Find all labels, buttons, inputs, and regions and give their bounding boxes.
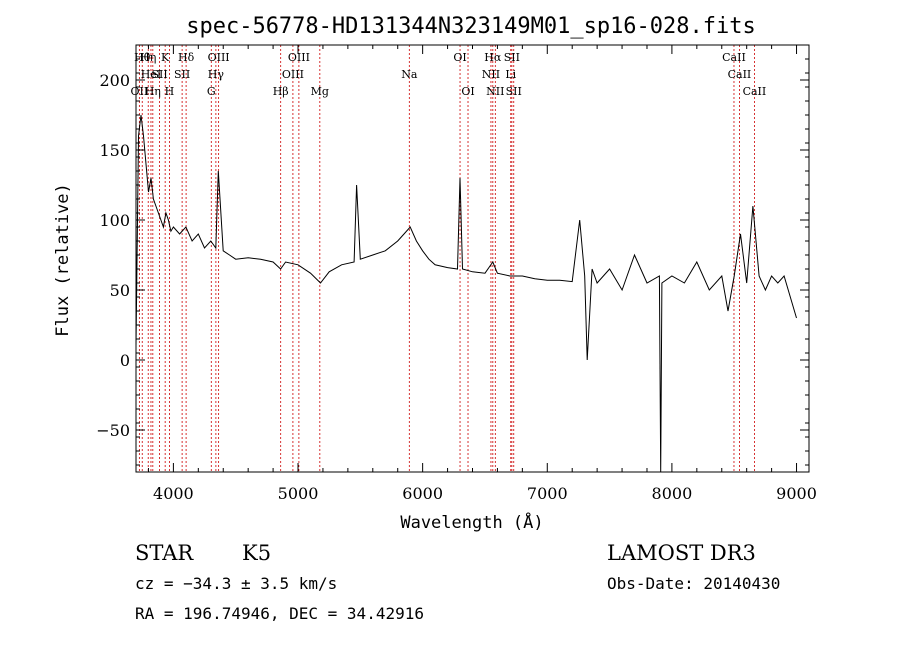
x-tick-label: 9000 bbox=[776, 484, 817, 503]
y-tick-label: 0 bbox=[120, 351, 130, 370]
line-marker-label: OII bbox=[131, 85, 149, 98]
redshift-cz: cz = −34.3 ± 3.5 km/s bbox=[135, 574, 337, 593]
line-markers bbox=[138, 45, 755, 472]
line-marker-label: CaII bbox=[743, 85, 767, 98]
line-marker-label: Hγ bbox=[208, 68, 225, 81]
y-tick-label: −50 bbox=[96, 421, 130, 440]
line-marker-label: SII bbox=[174, 68, 190, 81]
line-marker-label: SII bbox=[506, 85, 522, 98]
line-marker-label: CaII bbox=[722, 51, 746, 64]
line-marker-label: SII bbox=[151, 68, 167, 81]
x-tick-label: 7000 bbox=[527, 484, 568, 503]
line-marker-label: H bbox=[165, 85, 175, 98]
line-marker-label: Hθ bbox=[134, 51, 151, 64]
line-marker-label: Hβ bbox=[273, 85, 289, 98]
line-marker-label: Li bbox=[505, 68, 516, 81]
line-marker-label: OI bbox=[453, 51, 466, 64]
line-marker-label: Hδ bbox=[178, 51, 195, 64]
line-marker-label: K bbox=[161, 51, 170, 64]
line-marker-label: NII bbox=[482, 68, 500, 81]
line-marker-label: OIII bbox=[282, 68, 304, 81]
y-tick-label: 50 bbox=[110, 281, 130, 300]
x-axis-ticks: 4000 5000 6000 7000 8000 9000 bbox=[147, 45, 817, 503]
object-class: STAR bbox=[135, 541, 194, 565]
y-axis-label: Flux (relative) bbox=[53, 183, 73, 337]
x-axis-label: Wavelength (Å) bbox=[400, 511, 543, 533]
y-axis-ticks: −50 0 50 100 150 200 bbox=[96, 44, 809, 466]
line-marker-label: Hα bbox=[484, 51, 502, 64]
line-marker-label: Na bbox=[401, 68, 418, 81]
obs-date: Obs-Date: 20140430 bbox=[607, 574, 780, 593]
chart-title: spec-56778-HD131344N323149M01_sp16-028.f… bbox=[186, 14, 756, 39]
line-marker-label: Hη bbox=[145, 85, 161, 98]
line-marker-label: CaII bbox=[728, 68, 752, 81]
line-marker-label: NII bbox=[486, 85, 504, 98]
coordinates: RA = 196.74946, DEC = 34.42916 bbox=[135, 604, 424, 623]
x-tick-label: 4000 bbox=[153, 484, 194, 503]
x-tick-label: 5000 bbox=[278, 484, 319, 503]
line-marker-label: Hη bbox=[140, 51, 156, 64]
survey-name: LAMOST DR3 bbox=[607, 541, 756, 565]
line-marker-label: OIII bbox=[288, 51, 310, 64]
line-marker-label: G bbox=[207, 85, 216, 98]
x-tick-label: 8000 bbox=[652, 484, 693, 503]
line-marker-label: SII bbox=[504, 51, 520, 64]
line-marker-label: Mg bbox=[311, 85, 329, 98]
y-tick-label: 200 bbox=[99, 71, 130, 90]
spectrum-line bbox=[135, 114, 797, 473]
x-tick-label: 6000 bbox=[402, 484, 443, 503]
y-tick-label: 100 bbox=[99, 211, 130, 230]
line-marker-label: OIII bbox=[208, 51, 230, 64]
line-marker-label: OI bbox=[461, 85, 474, 98]
line-marker-labels: OIIHθHηHeIHηSIIKHSIIHδGHγOIIIHβOIIIOIIIM… bbox=[131, 51, 767, 98]
y-tick-label: 150 bbox=[99, 141, 130, 160]
line-marker-label: HeI bbox=[141, 68, 161, 81]
object-subclass: K5 bbox=[242, 541, 271, 565]
